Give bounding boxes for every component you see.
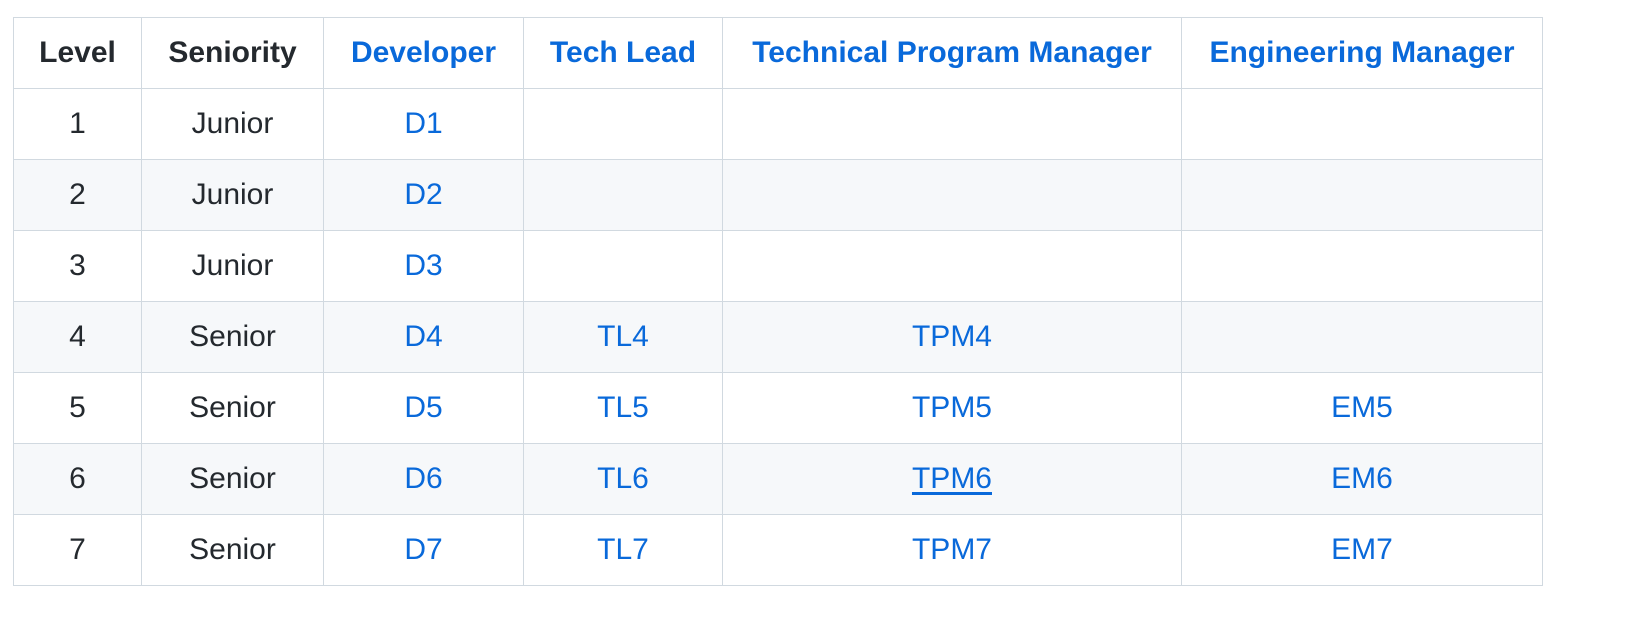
cell-tpm <box>722 159 1182 231</box>
developer-link[interactable]: D6 <box>404 462 443 495</box>
cell-developer: D2 <box>323 159 524 231</box>
table-row: 5 Senior D5 TL5 TPM5 EM5 <box>13 372 1543 444</box>
cell-level: 1 <box>13 88 142 160</box>
engineering-manager-link[interactable]: EM5 <box>1331 391 1393 424</box>
tech-lead-link[interactable]: TL4 <box>597 320 649 353</box>
cell-engineering-manager <box>1181 159 1543 231</box>
cell-level: 5 <box>13 372 142 444</box>
tech-lead-link[interactable]: TL6 <box>597 462 649 495</box>
table-row: 2 Junior D2 <box>13 159 1543 231</box>
tech-lead-link[interactable]: TL5 <box>597 391 649 424</box>
cell-seniority: Senior <box>141 443 324 515</box>
header-tpm-link[interactable]: Technical Program Manager <box>722 17 1182 89</box>
career-levels-table-container: Level Seniority Developer Tech Lead Tech… <box>13 17 1543 586</box>
developer-link[interactable]: D1 <box>404 107 443 140</box>
table-row: 4 Senior D4 TL4 TPM4 <box>13 301 1543 373</box>
cell-tech-lead: TL4 <box>523 301 723 373</box>
header-developer-link[interactable]: Developer <box>323 17 524 89</box>
cell-tpm <box>722 230 1182 302</box>
cell-seniority: Senior <box>141 372 324 444</box>
cell-level: 2 <box>13 159 142 231</box>
tpm-link[interactable]: TPM7 <box>911 533 992 566</box>
header-engineering-manager-link[interactable]: Engineering Manager <box>1181 17 1543 89</box>
cell-developer: D6 <box>323 443 524 515</box>
cell-developer: D3 <box>323 230 524 302</box>
cell-tech-lead: TL6 <box>523 443 723 515</box>
cell-tech-lead: TL7 <box>523 514 723 586</box>
cell-seniority: Senior <box>141 514 324 586</box>
tpm-link[interactable]: TPM6 <box>911 462 992 495</box>
cell-tpm: TPM4 <box>722 301 1182 373</box>
cell-tech-lead: TL5 <box>523 372 723 444</box>
engineering-manager-link[interactable]: EM7 <box>1331 533 1393 566</box>
developer-link[interactable]: D5 <box>404 391 443 424</box>
cell-seniority: Junior <box>141 230 324 302</box>
cell-tech-lead <box>523 230 723 302</box>
developer-link[interactable]: D2 <box>404 178 443 211</box>
cell-tpm <box>722 88 1182 160</box>
table-row: 1 Junior D1 <box>13 88 1543 160</box>
cell-engineering-manager: EM7 <box>1181 514 1543 586</box>
engineering-manager-link[interactable]: EM6 <box>1331 462 1393 495</box>
cell-developer: D1 <box>323 88 524 160</box>
tpm-link[interactable]: TPM5 <box>911 391 992 424</box>
table-row: 7 Senior D7 TL7 TPM7 EM7 <box>13 514 1543 586</box>
table-row: 6 Senior D6 TL6 TPM6 EM6 <box>13 443 1543 515</box>
table-body: 1 Junior D1 2 Junior D2 3 Junior D3 4 Senior D4 TL4 T… <box>13 88 1543 586</box>
developer-link[interactable]: D7 <box>404 533 443 566</box>
developer-link[interactable]: D4 <box>404 320 443 353</box>
cell-developer: D4 <box>323 301 524 373</box>
cell-tpm: TPM7 <box>722 514 1182 586</box>
cell-level: 3 <box>13 230 142 302</box>
cell-engineering-manager <box>1181 230 1543 302</box>
cell-seniority: Senior <box>141 301 324 373</box>
table-row: 3 Junior D3 <box>13 230 1543 302</box>
header-seniority: Seniority <box>141 17 324 89</box>
cell-seniority: Junior <box>141 159 324 231</box>
cell-tech-lead <box>523 159 723 231</box>
cell-engineering-manager: EM5 <box>1181 372 1543 444</box>
cell-engineering-manager <box>1181 88 1543 160</box>
developer-link[interactable]: D3 <box>404 249 443 282</box>
cell-developer: D7 <box>323 514 524 586</box>
cell-engineering-manager <box>1181 301 1543 373</box>
cell-tech-lead <box>523 88 723 160</box>
cell-level: 6 <box>13 443 142 515</box>
cell-developer: D5 <box>323 372 524 444</box>
cell-engineering-manager: EM6 <box>1181 443 1543 515</box>
career-levels-table: Level Seniority Developer Tech Lead Tech… <box>13 17 1543 586</box>
cell-tpm: TPM5 <box>722 372 1182 444</box>
table-header: Level Seniority Developer Tech Lead Tech… <box>13 17 1543 89</box>
cell-level: 7 <box>13 514 142 586</box>
header-tech-lead-link[interactable]: Tech Lead <box>523 17 723 89</box>
cell-level: 4 <box>13 301 142 373</box>
tpm-link[interactable]: TPM4 <box>911 320 992 353</box>
header-level: Level <box>13 17 142 89</box>
header-row: Level Seniority Developer Tech Lead Tech… <box>13 17 1543 89</box>
cell-seniority: Junior <box>141 88 324 160</box>
tech-lead-link[interactable]: TL7 <box>597 533 649 566</box>
cell-tpm: TPM6 <box>722 443 1182 515</box>
